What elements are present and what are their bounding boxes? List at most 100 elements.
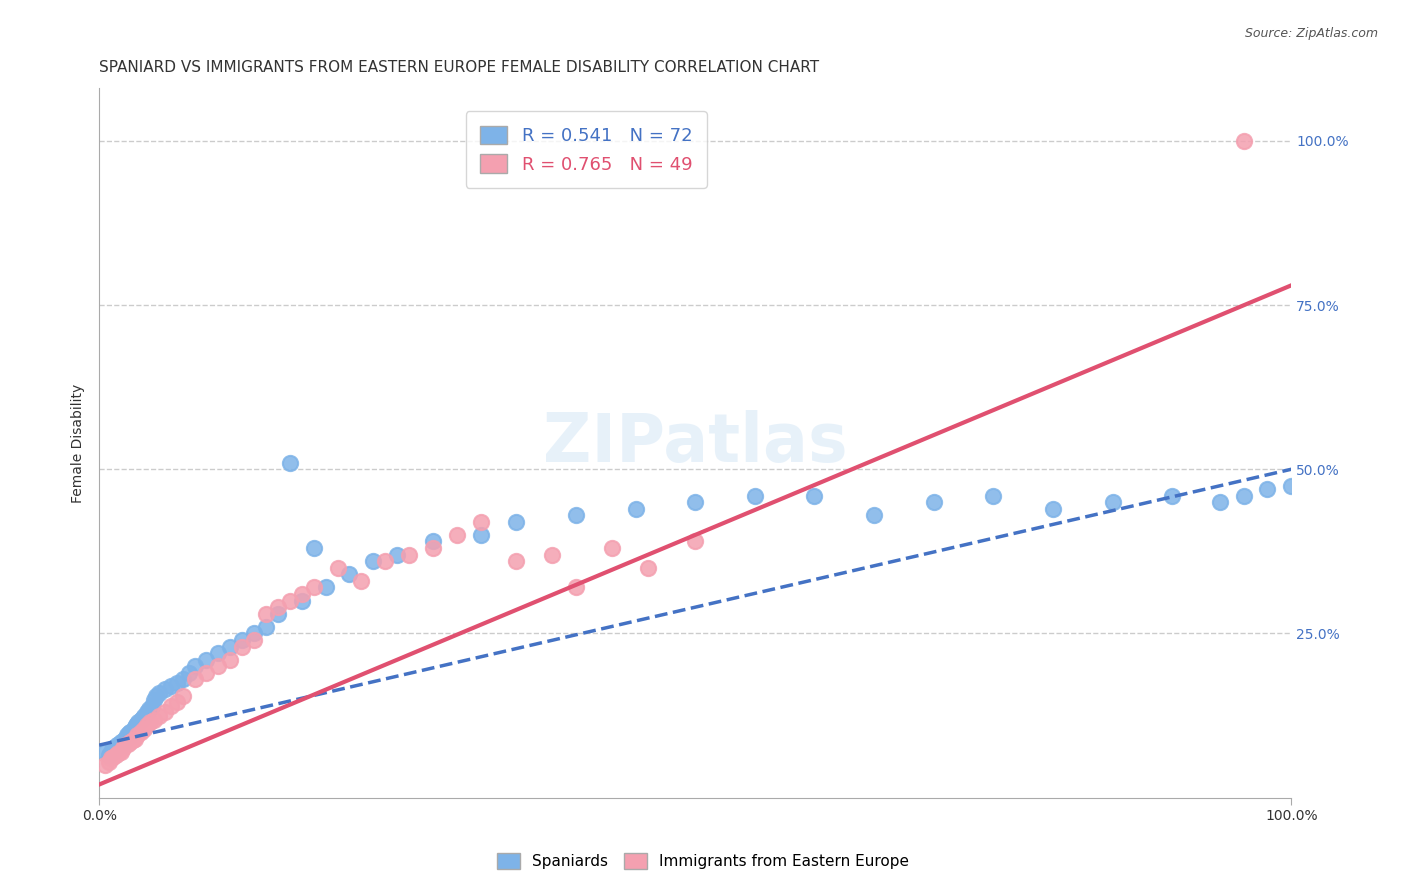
Point <box>541 548 564 562</box>
Point <box>145 689 167 703</box>
Point <box>100 751 122 765</box>
Point <box>231 633 253 648</box>
Point <box>159 698 181 713</box>
Point <box>183 673 205 687</box>
Point <box>94 757 117 772</box>
Point <box>363 554 385 568</box>
Point <box>1042 501 1064 516</box>
Point <box>278 593 301 607</box>
Point <box>121 723 143 738</box>
Point <box>219 653 242 667</box>
Point <box>131 712 153 726</box>
Point <box>339 567 361 582</box>
Point <box>1101 495 1123 509</box>
Point <box>243 633 266 648</box>
Point <box>127 728 149 742</box>
Point <box>231 640 253 654</box>
Point <box>134 722 156 736</box>
Point <box>278 456 301 470</box>
Point <box>127 717 149 731</box>
Point <box>219 640 242 654</box>
Point <box>148 685 170 699</box>
Text: Source: ZipAtlas.com: Source: ZipAtlas.com <box>1244 27 1378 40</box>
Legend: R = 0.541   N = 72, R = 0.765   N = 49: R = 0.541 N = 72, R = 0.765 N = 49 <box>465 112 707 188</box>
Point <box>267 607 290 621</box>
Point <box>143 693 166 707</box>
Point <box>122 722 145 736</box>
Point <box>120 725 142 739</box>
Point <box>302 581 325 595</box>
Point <box>863 508 886 523</box>
Point <box>470 515 492 529</box>
Point <box>111 741 134 756</box>
Point <box>166 675 188 690</box>
Point <box>565 508 588 523</box>
Point <box>97 755 120 769</box>
Point <box>138 702 160 716</box>
Point <box>505 515 527 529</box>
Point <box>291 587 314 601</box>
Point <box>600 541 623 555</box>
Y-axis label: Female Disability: Female Disability <box>72 384 86 502</box>
Point <box>125 718 148 732</box>
Point <box>111 735 134 749</box>
Point <box>100 745 122 759</box>
Point <box>135 706 157 720</box>
Point <box>166 695 188 709</box>
Point <box>470 528 492 542</box>
Point <box>172 689 194 703</box>
Point <box>803 489 825 503</box>
Point <box>97 747 120 762</box>
Point <box>195 653 218 667</box>
Point <box>153 706 176 720</box>
Point <box>148 708 170 723</box>
Point <box>105 738 128 752</box>
Point <box>315 581 337 595</box>
Point <box>637 561 659 575</box>
Point <box>153 682 176 697</box>
Point <box>114 731 136 746</box>
Point <box>1256 482 1278 496</box>
Point <box>1279 478 1302 492</box>
Text: SPANIARD VS IMMIGRANTS FROM EASTERN EUROPE FEMALE DISABILITY CORRELATION CHART: SPANIARD VS IMMIGRANTS FROM EASTERN EURO… <box>100 60 820 75</box>
Point <box>129 713 152 727</box>
Point <box>124 720 146 734</box>
Point <box>683 534 706 549</box>
Point <box>107 746 129 760</box>
Point <box>254 620 277 634</box>
Point <box>132 710 155 724</box>
Point <box>112 732 135 747</box>
Point <box>398 548 420 562</box>
Point <box>110 745 132 759</box>
Point <box>110 735 132 749</box>
Point <box>565 581 588 595</box>
Point <box>159 679 181 693</box>
Point <box>683 495 706 509</box>
Point <box>117 737 139 751</box>
Point <box>143 713 166 727</box>
Point <box>1233 489 1256 503</box>
Point <box>446 528 468 542</box>
Point <box>135 718 157 732</box>
Point <box>744 489 766 503</box>
Point <box>922 495 945 509</box>
Point <box>267 600 290 615</box>
Point <box>254 607 277 621</box>
Point <box>195 665 218 680</box>
Text: ZIPatlas: ZIPatlas <box>543 410 848 476</box>
Point <box>107 739 129 754</box>
Point <box>117 731 139 745</box>
Point <box>183 659 205 673</box>
Point <box>94 745 117 759</box>
Point <box>141 698 163 713</box>
Point <box>177 665 200 680</box>
Point <box>1209 495 1232 509</box>
Legend: Spaniards, Immigrants from Eastern Europe: Spaniards, Immigrants from Eastern Europ… <box>491 847 915 875</box>
Point <box>121 732 143 747</box>
Point <box>124 731 146 746</box>
Point <box>326 561 349 575</box>
Point <box>422 534 444 549</box>
Point <box>104 747 127 762</box>
Point <box>1161 489 1184 503</box>
Point <box>115 728 138 742</box>
